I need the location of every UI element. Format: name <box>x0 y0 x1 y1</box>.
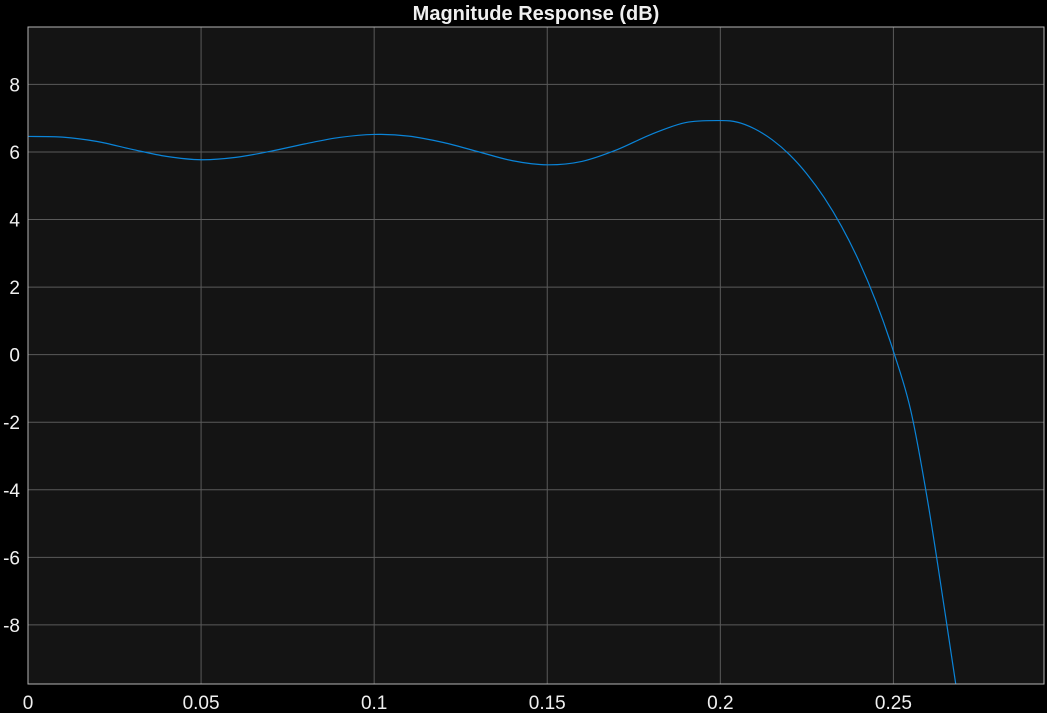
y-tick-label: 6 <box>9 143 20 164</box>
chart-title: Magnitude Response (dB) <box>413 3 660 25</box>
y-tick-label: 2 <box>9 278 20 299</box>
x-tick-label: 0.1 <box>361 693 387 713</box>
x-tick-label: 0.05 <box>183 693 220 713</box>
y-tick-label: -2 <box>3 413 20 434</box>
y-tick-label: 4 <box>9 211 20 232</box>
x-tick-label: 0.15 <box>529 693 566 713</box>
x-tick-label: 0.2 <box>707 693 733 713</box>
y-tick-label: 8 <box>9 75 20 96</box>
y-tick-label: 0 <box>9 346 20 367</box>
y-tick-label: -4 <box>3 481 20 502</box>
x-tick-label: 0.25 <box>875 693 912 713</box>
y-tick-label: -6 <box>3 548 20 569</box>
y-tick-label: -8 <box>3 616 20 637</box>
x-tick-label: 0 <box>23 693 34 713</box>
plot-area <box>28 27 1044 684</box>
